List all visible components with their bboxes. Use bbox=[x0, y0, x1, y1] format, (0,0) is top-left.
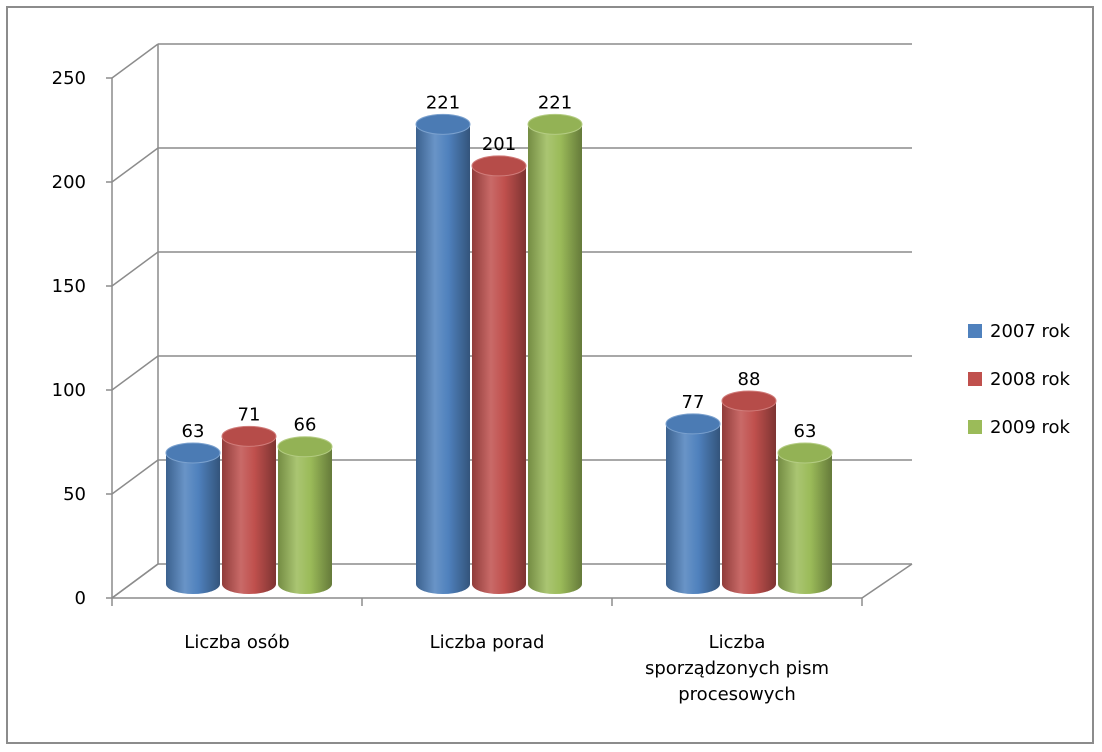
y-tick-label: 50 bbox=[63, 484, 86, 505]
gridline-side bbox=[111, 147, 159, 183]
data-label: 88 bbox=[738, 369, 761, 390]
bar-top bbox=[777, 442, 833, 464]
legend: 2007 rok 2008 rok 2009 rok bbox=[968, 321, 1071, 438]
bar-body bbox=[166, 452, 220, 594]
gridline-side bbox=[111, 251, 159, 287]
x-category-label: Liczba sporządzonych pism procesowych bbox=[645, 632, 829, 705]
bar-top bbox=[277, 436, 333, 458]
x-category-label: Liczba porad bbox=[430, 632, 545, 653]
data-label: 221 bbox=[538, 92, 572, 113]
bar-cylinder bbox=[277, 436, 333, 594]
y-tick-label: 200 bbox=[52, 172, 86, 193]
bars bbox=[165, 113, 833, 595]
bar-top bbox=[165, 442, 221, 464]
bar-cylinder bbox=[415, 113, 471, 594]
bar-top bbox=[665, 413, 721, 435]
axes bbox=[106, 77, 863, 606]
gridline-side bbox=[111, 43, 159, 79]
bar-body bbox=[528, 124, 582, 594]
bar-body bbox=[778, 452, 832, 594]
gridline-side bbox=[111, 459, 159, 495]
bar-cylinder bbox=[221, 425, 277, 594]
x-category-label: Liczba osób bbox=[184, 632, 289, 653]
bar-body bbox=[722, 400, 776, 594]
data-label: 63 bbox=[182, 421, 205, 442]
bar-body bbox=[278, 446, 332, 594]
bar-top bbox=[527, 113, 583, 135]
y-tick-labels: 0 50 100 150 200 250 bbox=[52, 68, 86, 609]
bar-body bbox=[666, 423, 720, 594]
bar-cylinder bbox=[527, 113, 583, 594]
legend-label: 2009 rok bbox=[990, 417, 1071, 438]
data-label: 201 bbox=[482, 134, 516, 155]
y-tick-label: 250 bbox=[52, 68, 86, 89]
bar-cylinder bbox=[471, 155, 527, 595]
bar-cylinder bbox=[721, 390, 777, 594]
legend-swatch bbox=[968, 324, 982, 338]
bar-cylinder bbox=[665, 413, 721, 594]
bar-body bbox=[472, 165, 526, 595]
bar-cylinder bbox=[165, 442, 221, 594]
bar-top bbox=[415, 113, 471, 135]
data-label: 71 bbox=[238, 404, 261, 425]
bar-body bbox=[222, 436, 276, 594]
gridline-side bbox=[111, 563, 159, 599]
data-label: 66 bbox=[294, 415, 317, 436]
legend-label: 2007 rok bbox=[990, 321, 1071, 342]
bar-body bbox=[416, 124, 470, 594]
bar-top bbox=[221, 425, 277, 447]
bar-cylinder bbox=[777, 442, 833, 594]
y-tick-label: 100 bbox=[52, 380, 86, 401]
category-labels: Liczba osób Liczba porad Liczba sporządzony… bbox=[184, 632, 829, 705]
data-label: 77 bbox=[682, 392, 705, 413]
data-label: 63 bbox=[794, 421, 817, 442]
data-label: 221 bbox=[426, 92, 460, 113]
y-tick-label: 0 bbox=[75, 588, 86, 609]
legend-label: 2008 rok bbox=[990, 369, 1071, 390]
y-tick-label: 150 bbox=[52, 276, 86, 297]
legend-swatch bbox=[968, 420, 982, 434]
floor-right-edge bbox=[861, 563, 913, 599]
data-labels: 63 71 66 221 201 221 77 88 63 bbox=[182, 92, 817, 442]
legend-swatch bbox=[968, 372, 982, 386]
bar-top bbox=[471, 155, 527, 177]
bar-top bbox=[721, 390, 777, 412]
gridline-side bbox=[111, 355, 159, 391]
